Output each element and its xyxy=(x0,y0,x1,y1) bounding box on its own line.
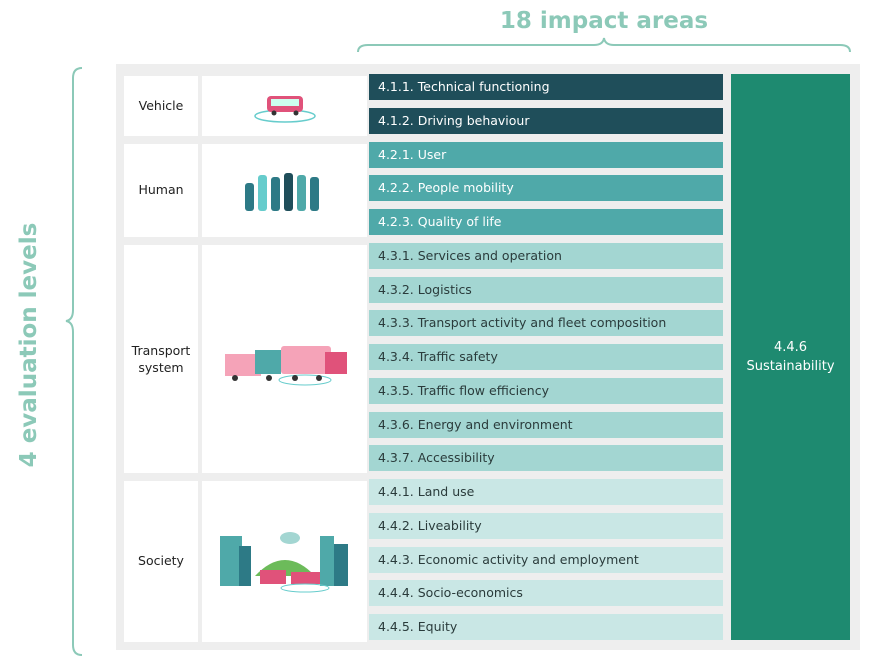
icon xyxy=(215,526,355,596)
level-icon xyxy=(202,76,367,136)
level-name: Transport system xyxy=(124,342,198,376)
level-icon xyxy=(202,144,367,237)
impact-area: 4.4.4. Socio-economics xyxy=(369,580,723,606)
level-name: Society xyxy=(124,552,198,569)
side-label: 4 evaluation levels xyxy=(16,195,42,495)
icon xyxy=(240,165,330,215)
impact-area: 4.4.5. Equity xyxy=(369,614,723,640)
impact-area: 4.3.1. Services and operation xyxy=(369,243,723,269)
icon xyxy=(245,86,325,126)
impact-area: 4.2.2. People mobility xyxy=(369,175,723,201)
side-brace xyxy=(66,68,82,655)
impact-area: 4.3.6. Energy and environment xyxy=(369,412,723,438)
impact-area: 4.1.2. Driving behaviour xyxy=(369,108,723,134)
level-name: Human xyxy=(124,181,198,198)
level-icon xyxy=(202,481,367,642)
impact-area: 4.4.3. Economic activity and employment xyxy=(369,547,723,573)
impact-area: 4.4.2. Liveability xyxy=(369,513,723,539)
top-brace xyxy=(358,38,850,52)
icon xyxy=(215,324,355,394)
impact-area: 4.3.5. Traffic flow efficiency xyxy=(369,378,723,404)
sustainability-label: Sustainability xyxy=(746,357,834,376)
impact-area: 4.2.3. Quality of life xyxy=(369,209,723,235)
impact-area: 4.1.1. Technical functioning xyxy=(369,74,723,100)
impact-area: 4.3.7. Accessibility xyxy=(369,445,723,471)
page: {"header": {"title": "18 impact areas", … xyxy=(0,0,877,664)
sustainability: 4.4.6 Sustainability xyxy=(731,74,850,640)
impact-area: 4.2.1. User xyxy=(369,142,723,168)
impact-area: 4.3.3. Transport activity and fleet comp… xyxy=(369,310,723,336)
sustainability-code: 4.4.6 xyxy=(774,338,807,357)
impact-area: 4.3.4. Traffic safety xyxy=(369,344,723,370)
level-name: Vehicle xyxy=(124,97,198,114)
level-icon xyxy=(202,245,367,473)
impact-area: 4.4.1. Land use xyxy=(369,479,723,505)
impact-area: 4.3.2. Logistics xyxy=(369,277,723,303)
